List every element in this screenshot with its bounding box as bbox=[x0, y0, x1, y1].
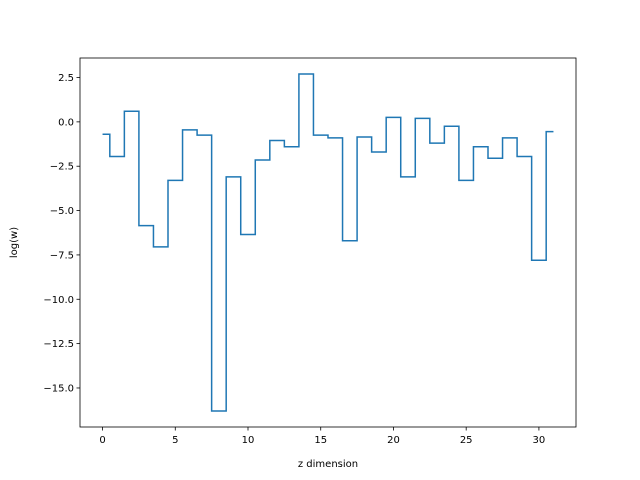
x-tick-label: 20 bbox=[387, 435, 400, 446]
plot-area-frame bbox=[79, 57, 577, 428]
y-tick-label: −15.0 bbox=[43, 383, 74, 394]
x-tick-label: 15 bbox=[314, 435, 327, 446]
x-tick-label: 10 bbox=[242, 435, 255, 446]
x-tick-label: 5 bbox=[172, 435, 178, 446]
x-axis-label: z dimension bbox=[298, 459, 358, 470]
x-tick-label: 25 bbox=[460, 435, 473, 446]
y-tick-label: −12.5 bbox=[43, 339, 74, 350]
series-step-line bbox=[102, 73, 554, 412]
x-tick-label: 30 bbox=[533, 435, 546, 446]
y-tick-label: −2.5 bbox=[50, 162, 74, 173]
y-tick-label: −7.5 bbox=[50, 250, 74, 261]
y-axis-label: log(w) bbox=[9, 227, 20, 258]
y-tick-label: 2.5 bbox=[58, 73, 74, 84]
y-tick-label: 0.0 bbox=[58, 117, 74, 128]
x-tick-label: 0 bbox=[99, 435, 105, 446]
y-tick-label: −5.0 bbox=[50, 206, 74, 217]
y-axis-ticks: 2.5 0.0 −2.5 −5.0 −7.5 −10.0 −12.5 −15.0 bbox=[43, 73, 80, 394]
y-tick-label: −10.0 bbox=[43, 295, 74, 306]
x-axis-ticks: 0 5 10 15 20 25 30 bbox=[99, 427, 545, 446]
